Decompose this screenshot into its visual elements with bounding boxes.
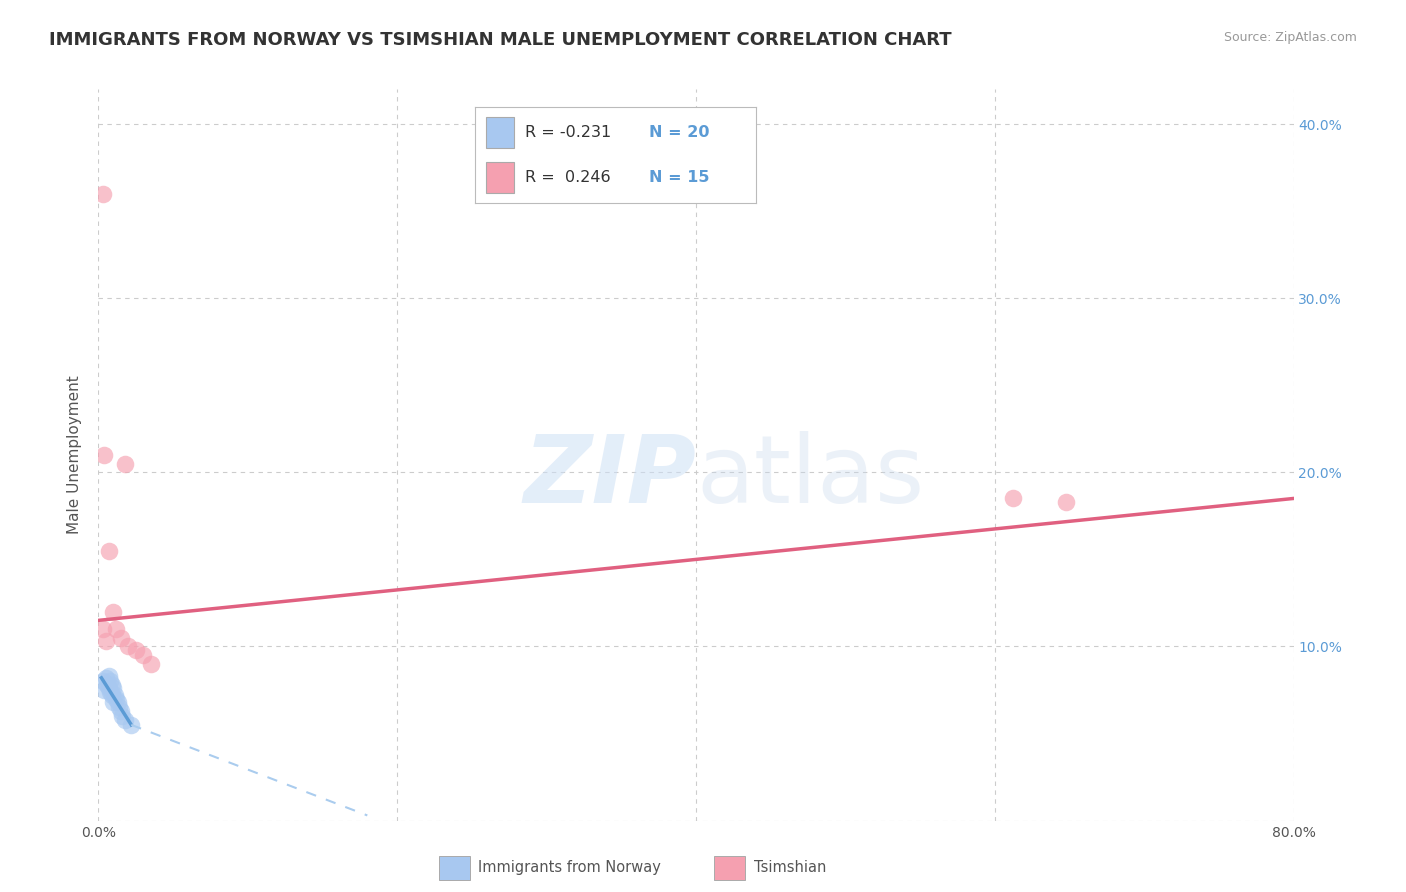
Point [110,631,132,645]
Point [105,622,128,636]
Point [97,669,120,683]
Text: Tsimshian: Tsimshian [754,860,825,875]
Point [120,718,142,732]
Point [114,457,136,471]
Text: Immigrants from Norway: Immigrants from Norway [478,860,661,875]
Point [98,685,122,699]
Point [117,640,139,654]
Point [96,678,118,692]
Point [97,681,120,696]
Point [98,674,122,689]
Point [114,713,136,727]
Point [104,688,127,702]
Point [93,448,115,462]
Text: IMMIGRANTS FROM NORWAY VS TSIMSHIAN MALE UNEMPLOYMENT CORRELATION CHART: IMMIGRANTS FROM NORWAY VS TSIMSHIAN MALE… [49,31,952,49]
Point [94,634,117,648]
Point [103,695,125,709]
Point [101,688,124,702]
Text: ZIP: ZIP [523,431,696,523]
Bar [439,856,470,880]
Point [139,657,162,671]
Point [103,681,125,696]
Text: atlas: atlas [696,431,924,523]
Point [91,674,114,689]
Text: Source: ZipAtlas.com: Source: ZipAtlas.com [1223,31,1357,45]
Point [101,678,124,692]
Y-axis label: Male Unemployment: Male Unemployment [67,376,83,534]
Point [1001,491,1024,506]
Point [105,691,128,706]
Point [132,648,155,663]
Point [110,704,132,718]
Point [103,605,125,619]
Point [108,700,131,714]
Point [125,643,148,657]
Point [107,695,129,709]
Point [91,186,114,201]
Point [93,683,115,698]
Point [111,709,134,723]
Point [91,622,114,636]
Bar [714,856,745,880]
Point [1056,495,1078,509]
Point [94,671,117,685]
Point [97,543,120,558]
